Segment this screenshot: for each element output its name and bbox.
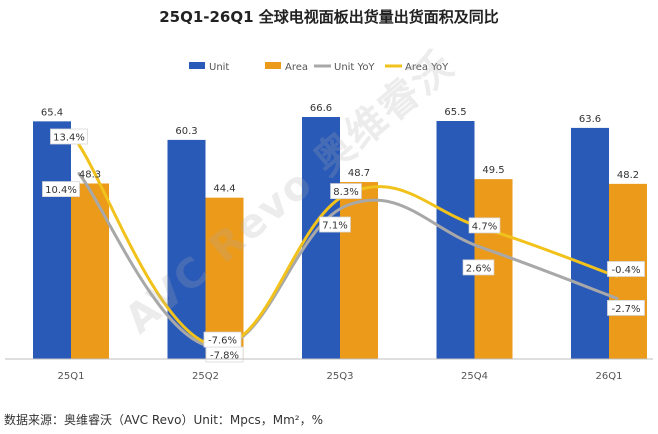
bar-unit-25q1 [33,121,71,360]
bar-unit-26q1 [571,127,609,359]
x-tick-label-25q4: 25Q4 [461,371,488,382]
x-axis: 25Q1 25Q2 25Q3 25Q4 26Q1 [5,358,653,382]
line-label-area-yoy-25q2: -7.6% [208,336,237,347]
legend-label-area-yoy: Area YoY [405,62,449,73]
line-label-area-yoy-25q3: 8.3% [333,187,358,198]
line-label-area-yoy-26q1: -0.4% [611,265,640,276]
bar-label-unit-25q4: 65.5 [444,107,466,118]
bar-unit-25q3 [302,117,340,359]
data-labels: 65.4 60.3 66.6 65.5 63.6 48.3 44.4 48.7 49.5 48.2… [41,103,645,363]
bar-area-25q1 [71,183,109,359]
line-label-unit-yoy-25q2: -7.8% [210,351,239,362]
bar-label-area-26q1: 48.2 [617,170,639,181]
legend-swatch-unit [189,62,205,69]
legend-label-unit: Unit [209,62,229,73]
bar-label-unit-25q3: 66.6 [310,103,332,114]
x-tick-label-25q3: 25Q3 [327,371,354,382]
bar-unit-25q4 [436,120,475,359]
line-label-box-area-yoy-25q4 [468,217,501,234]
bar-label-area-25q1: 48.3 [79,169,101,180]
x-tick-label-26q1: 26Q1 [596,371,623,382]
footnote: 数据来源：奥维睿沃（AVC Revo）Unit：Mpcs，Mm²，% [4,413,323,427]
line-label-unit-yoy-25q3: 7.1% [322,221,347,232]
legend-label-unit-yoy: Unit YoY [334,62,375,73]
x-tick-label-25q1: 25Q1 [58,371,85,382]
line-label-box-area-yoy-25q1 [50,128,88,145]
bar-label-area-25q4: 49.5 [482,165,504,176]
bar-label-area-25q2: 44.4 [213,184,235,195]
bar-label-area-25q3: 48.7 [348,168,370,179]
legend: Unit Area Unit YoY Area YoY [189,62,449,73]
bar-label-unit-26q1: 63.6 [579,114,601,125]
line-label-area-yoy-25q4: 4.7% [472,221,497,232]
bar-area-25q3 [340,182,378,359]
bar-label-unit-25q1: 65.4 [41,107,63,118]
line-label-box-area-yoy-26q1 [607,261,645,277]
chart-title: 25Q1-26Q1 全球电视面板出货量出货面积及同比 [159,8,499,26]
bar-label-unit-25q2: 60.3 [175,126,197,137]
legend-label-area: Area [285,62,308,73]
line-label-unit-yoy-25q4: 2.6% [466,263,491,274]
line-label-box-unit-yoy-25q1 [42,181,80,197]
line-label-unit-yoy-25q1: 10.4% [45,185,77,196]
line-label-box-unit-yoy-26q1 [607,300,645,316]
line-label-box-area-yoy-25q2 [203,331,242,348]
legend-swatch-area [265,62,281,69]
line-label-unit-yoy-26q1: -2.7% [611,304,640,315]
line-label-box-unit-yoy-25q4 [462,259,495,276]
line-label-box-unit-yoy-25q3 [319,216,351,233]
line-label-box-area-yoy-25q3 [330,183,362,199]
line-label-area-yoy-25q1: 13.4% [53,133,85,144]
x-tick-label-25q2: 25Q2 [192,371,219,382]
